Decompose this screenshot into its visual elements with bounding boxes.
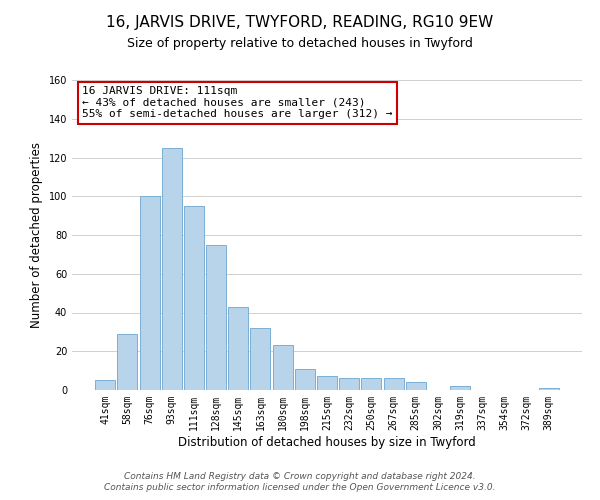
Bar bbox=[228, 306, 248, 390]
Bar bbox=[250, 328, 271, 390]
Bar bbox=[95, 380, 115, 390]
Text: 16 JARVIS DRIVE: 111sqm
← 43% of detached houses are smaller (243)
55% of semi-d: 16 JARVIS DRIVE: 111sqm ← 43% of detache… bbox=[82, 86, 392, 120]
Y-axis label: Number of detached properties: Number of detached properties bbox=[30, 142, 43, 328]
Text: Contains public sector information licensed under the Open Government Licence v3: Contains public sector information licen… bbox=[104, 484, 496, 492]
Bar bbox=[339, 378, 359, 390]
Bar bbox=[184, 206, 204, 390]
Bar bbox=[539, 388, 559, 390]
Text: 16, JARVIS DRIVE, TWYFORD, READING, RG10 9EW: 16, JARVIS DRIVE, TWYFORD, READING, RG10… bbox=[106, 15, 494, 30]
Bar bbox=[295, 368, 315, 390]
Bar bbox=[140, 196, 160, 390]
Bar bbox=[162, 148, 182, 390]
Text: Contains HM Land Registry data © Crown copyright and database right 2024.: Contains HM Land Registry data © Crown c… bbox=[124, 472, 476, 481]
Bar bbox=[118, 334, 137, 390]
Bar bbox=[317, 376, 337, 390]
Bar bbox=[406, 382, 426, 390]
Bar bbox=[450, 386, 470, 390]
Bar bbox=[361, 378, 382, 390]
Bar bbox=[206, 244, 226, 390]
Bar bbox=[383, 378, 404, 390]
Text: Size of property relative to detached houses in Twyford: Size of property relative to detached ho… bbox=[127, 38, 473, 51]
Bar bbox=[272, 346, 293, 390]
X-axis label: Distribution of detached houses by size in Twyford: Distribution of detached houses by size … bbox=[178, 436, 476, 448]
